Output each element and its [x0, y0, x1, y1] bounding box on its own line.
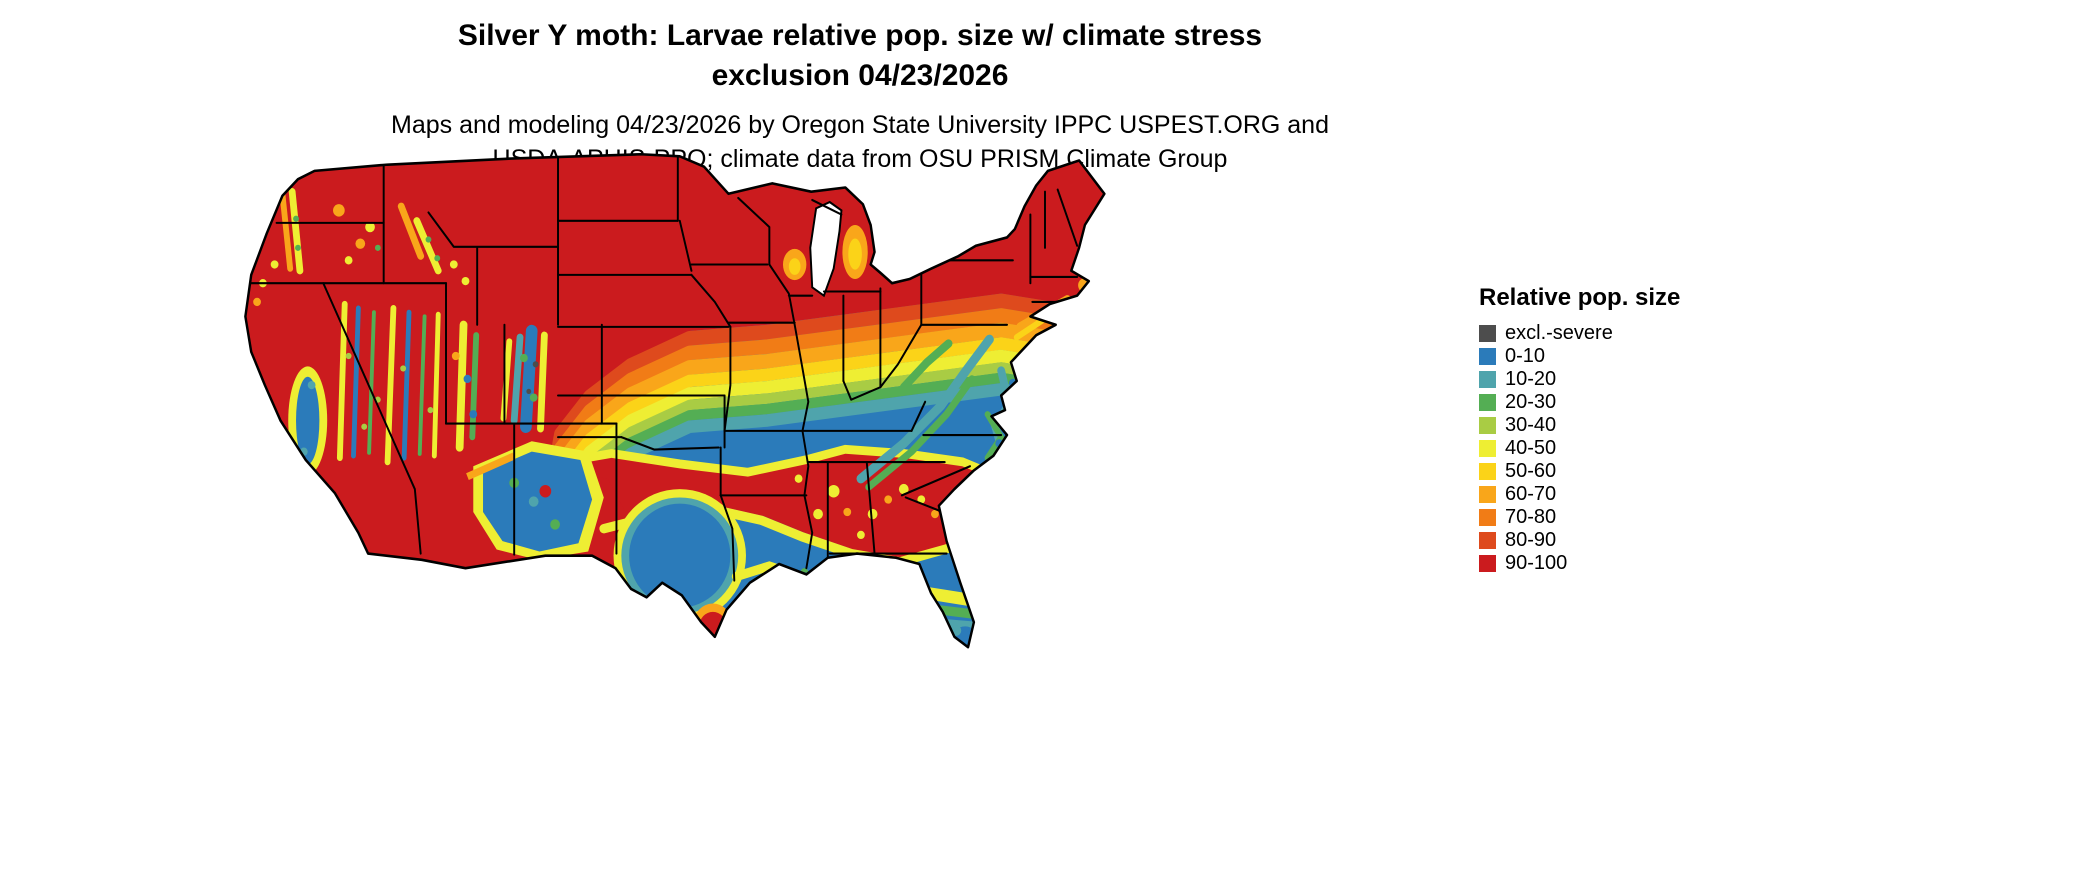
- legend-item: 20-30: [1479, 391, 1680, 414]
- legend-item: excl.-severe: [1479, 322, 1680, 345]
- map-title: Silver Y moth: Larvae relative pop. size…: [0, 16, 1720, 96]
- legend-swatch: [1479, 486, 1496, 503]
- legend-item: 80-90: [1479, 529, 1680, 552]
- legend-label: 30-40: [1505, 414, 1557, 436]
- legend-item: 30-40: [1479, 414, 1680, 437]
- legend-swatch: [1479, 463, 1496, 480]
- legend-item: 40-50: [1479, 437, 1680, 460]
- legend-label: 50-60: [1505, 460, 1557, 482]
- legend-label: 90-100: [1505, 552, 1568, 574]
- legend-swatch: [1479, 440, 1496, 457]
- legend-items: excl.-severe 0-10 10-20 20-30 30-40 40-50 50-6…: [1479, 322, 1680, 575]
- lake-michigan: [809, 200, 843, 298]
- legend-label: 0-10: [1505, 345, 1546, 367]
- legend-label: 80-90: [1505, 529, 1557, 551]
- legend-swatch: [1479, 532, 1496, 549]
- legend-title: Relative pop. size: [1479, 284, 1681, 311]
- map-layer-texas-core: [613, 489, 746, 646]
- legend-label: excl.-severe: [1505, 322, 1613, 344]
- us-outline: [244, 152, 1106, 649]
- legend-label: 20-30: [1505, 391, 1557, 413]
- legend: Relative pop. size excl.-severe 0-10 10-20…: [1479, 284, 1680, 575]
- legend-item: 60-70: [1479, 483, 1680, 506]
- legend-swatch: [1479, 394, 1496, 411]
- state-borders: [246, 155, 1079, 582]
- title-line-2: exclusion 04/23/2026: [711, 59, 1009, 92]
- us-map: [244, 152, 1106, 649]
- map-layer-appalachians: [856, 334, 994, 491]
- legend-label: 60-70: [1505, 483, 1557, 505]
- legend-label: 40-50: [1505, 437, 1557, 459]
- legend-label: 70-80: [1505, 506, 1557, 528]
- legend-item: 10-20: [1479, 368, 1680, 391]
- legend-swatch: [1479, 325, 1496, 342]
- legend-item: 0-10: [1479, 345, 1680, 368]
- legend-swatch: [1479, 417, 1496, 434]
- legend-swatch: [1479, 348, 1496, 365]
- legend-item: 50-60: [1479, 460, 1680, 483]
- legend-swatch: [1479, 371, 1496, 388]
- map-layer-north-west-red: [245, 154, 1105, 648]
- map-layer-az-nm: [466, 441, 604, 560]
- legend-label: 10-20: [1505, 368, 1557, 390]
- title-line-1: Silver Y moth: Larvae relative pop. size…: [457, 19, 1263, 52]
- map-layer-great-lakes-warm: [783, 224, 868, 281]
- legend-swatch: [1479, 555, 1496, 572]
- legend-item: 70-80: [1479, 506, 1680, 529]
- legend-swatch: [1479, 509, 1496, 526]
- legend-item: 90-100: [1479, 552, 1680, 575]
- subtitle-line-1: Maps and modeling 04/23/2026 by Oregon S…: [391, 111, 1329, 139]
